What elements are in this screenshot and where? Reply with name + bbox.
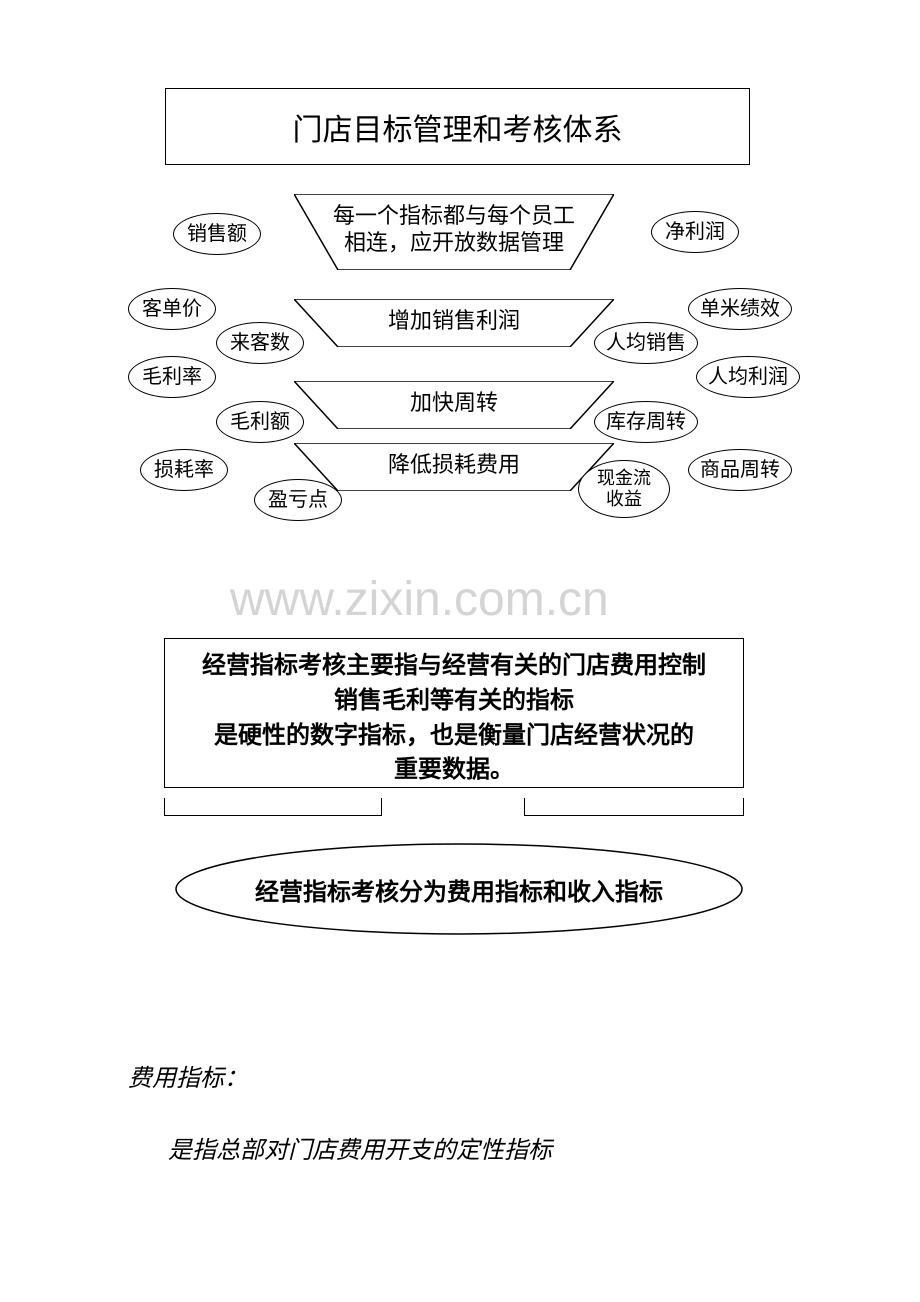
bubble-unitprice: 客单价 <box>128 288 216 330</box>
bubble-cashflow: 现金流 收益 <box>578 460 670 518</box>
bubble-persales: 人均销售 <box>594 322 698 364</box>
summary-ellipse-label: 经营指标考核分为费用指标和收入指标 <box>255 872 663 907</box>
funnel-level-2-label: 增加销售利润 <box>294 299 614 347</box>
bubble-netprofit: 净利润 <box>651 211 739 253</box>
funnel-level-4: 降低损耗费用 <box>294 443 614 491</box>
desc-line-1: 经营指标考核主要指与经营有关的门店费用控制 <box>202 653 706 679</box>
summary-ellipse: 经营指标考核分为费用指标和收入指标 <box>174 842 744 936</box>
section-heading-cost: 费用指标： <box>128 1058 248 1093</box>
funnel-level-2: 增加销售利润 <box>294 299 614 347</box>
desc-line-4: 重要数据。 <box>394 757 514 783</box>
funnel-level-3-label: 加快周转 <box>294 381 614 429</box>
watermark-text: www.zixin.com.cn <box>230 572 609 627</box>
description-box: 经营指标考核主要指与经营有关的门店费用控制 销售毛利等有关的指标 是硬性的数字指… <box>164 638 744 788</box>
bubble-grossamt: 毛利额 <box>216 401 304 443</box>
bubble-grossrate: 毛利率 <box>128 356 216 398</box>
funnel-level-3: 加快周转 <box>294 381 614 429</box>
diagram-canvas: 门店目标管理和考核体系 每一个指标都与每个员工 相连，应开放数据管理 增加销售利… <box>0 0 920 1302</box>
desc-line-2: 销售毛利等有关的指标 <box>334 688 574 714</box>
bubble-goodsturn: 商品周转 <box>688 449 792 491</box>
bubble-lossrate: 损耗率 <box>140 449 228 491</box>
section-line-cost: 是指总部对门店费用开支的定性指标 <box>168 1130 552 1165</box>
bubble-permeter: 单米绩效 <box>688 288 792 330</box>
connector-box-left <box>164 798 382 816</box>
desc-line-3: 是硬性的数字指标，也是衡量门店经营状况的 <box>214 723 694 749</box>
bubble-sales: 销售额 <box>173 213 261 255</box>
connector-box-right <box>524 798 744 816</box>
bubble-breakeven: 盈亏点 <box>254 479 342 521</box>
funnel-level-1-label: 每一个指标都与每个员工 相连，应开放数据管理 <box>294 194 614 270</box>
bubble-stockturn: 库存周转 <box>594 401 698 443</box>
bubble-perprofit: 人均利润 <box>696 356 800 398</box>
page-title: 门店目标管理和考核体系 <box>165 88 750 165</box>
funnel-level-1: 每一个指标都与每个员工 相连，应开放数据管理 <box>294 194 614 270</box>
funnel-level-4-label: 降低损耗费用 <box>294 443 614 491</box>
bubble-customers: 来客数 <box>216 322 304 364</box>
